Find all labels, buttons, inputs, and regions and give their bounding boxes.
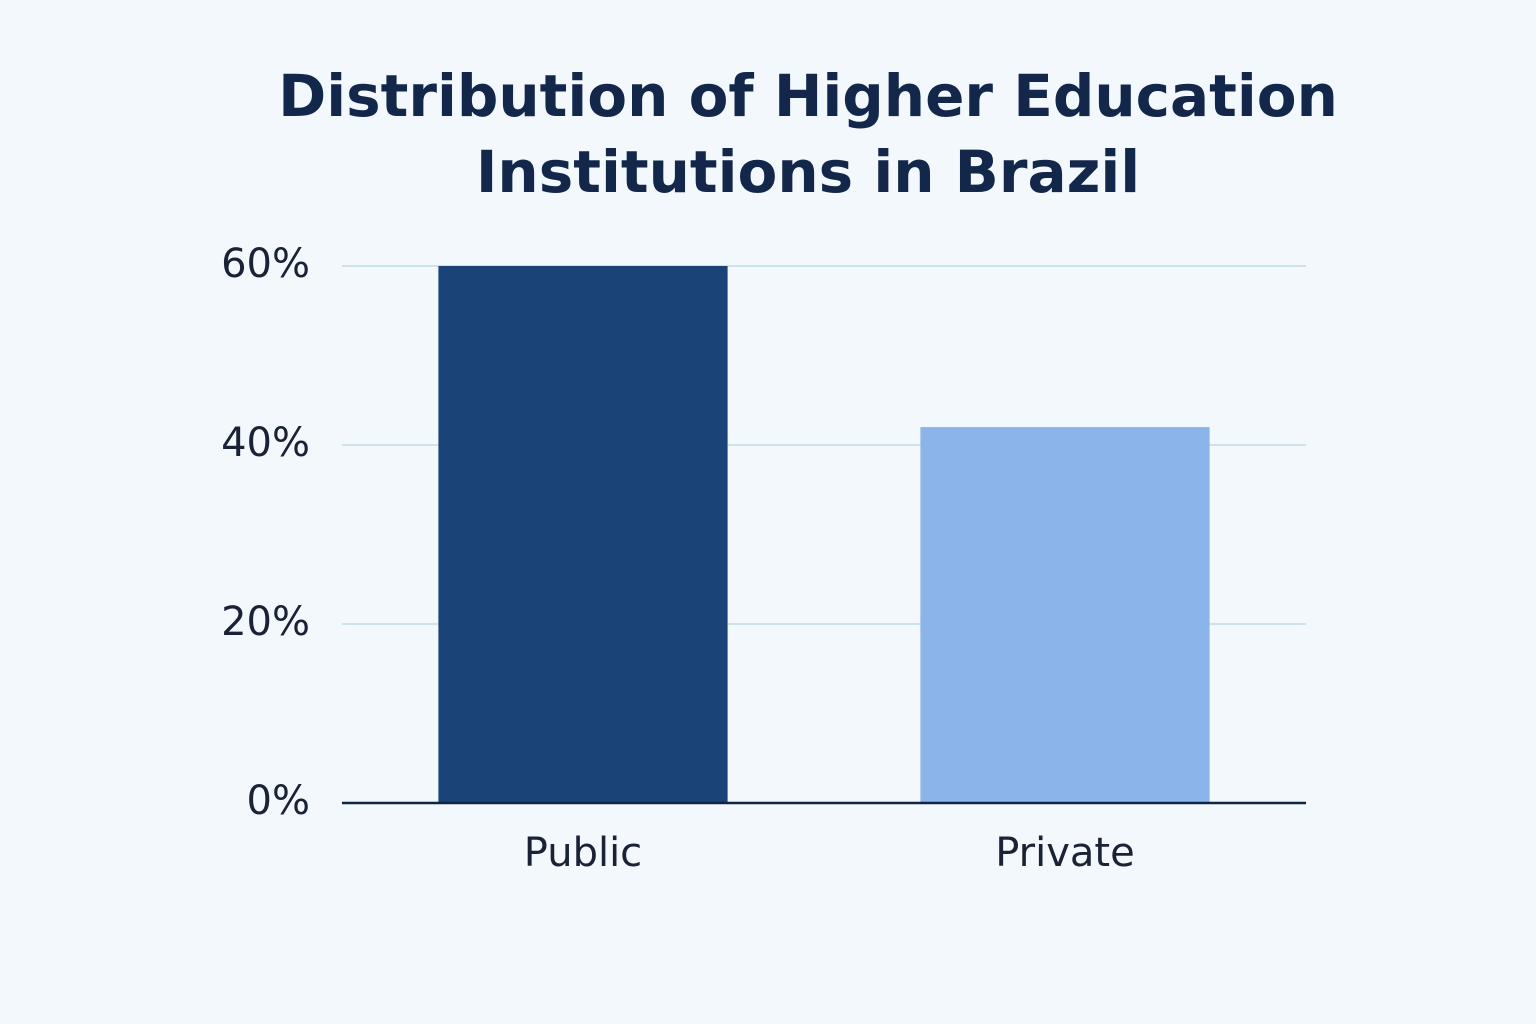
y-tick-label: 0%: [247, 778, 310, 824]
bar: [920, 427, 1210, 803]
chart-title: Distribution of Higher Education Institu…: [278, 62, 1338, 206]
bar: [438, 266, 728, 803]
y-tick-label: 20%: [221, 599, 310, 645]
y-tick-label: 40%: [221, 420, 310, 466]
x-tick-label: Private: [995, 830, 1134, 876]
y-tick-label: 60%: [221, 241, 310, 287]
x-tick-label: Public: [524, 830, 642, 876]
